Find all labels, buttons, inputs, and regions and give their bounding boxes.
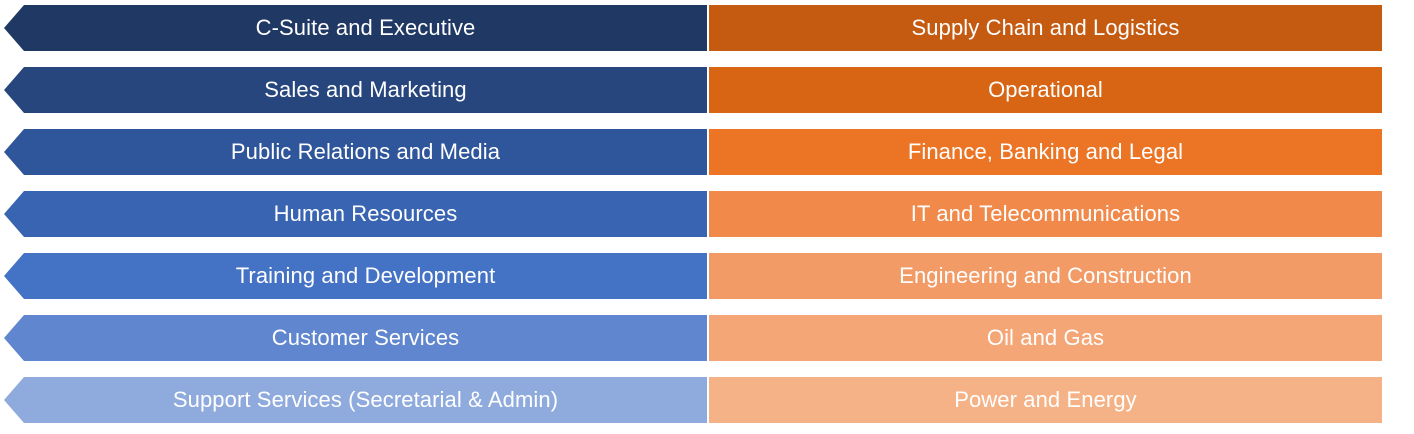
left-label-7: Support Services (Secretarial & Admin) xyxy=(172,387,559,412)
category-row-1: C-Suite and Executive Supply Chain and L… xyxy=(4,5,1382,51)
right-box-4: IT and Telecommunications xyxy=(709,191,1382,237)
category-row-7: Support Services (Secretarial & Admin) P… xyxy=(4,377,1382,423)
left-label-6: Customer Services xyxy=(271,325,460,350)
right-label-6: Oil and Gas xyxy=(986,325,1105,350)
left-label-4: Human Resources xyxy=(273,201,458,226)
left-arrow-6: Customer Services xyxy=(4,315,707,361)
category-row-2: Sales and Marketing Operational xyxy=(4,67,1382,113)
right-box-2: Operational xyxy=(709,67,1382,113)
category-row-5: Training and Development Engineering and… xyxy=(4,253,1382,299)
right-box-5: Engineering and Construction xyxy=(709,253,1382,299)
category-row-3: Public Relations and Media Finance, Bank… xyxy=(4,129,1382,175)
left-label-5: Training and Development xyxy=(235,263,496,288)
left-label-1: C-Suite and Executive xyxy=(255,15,476,40)
category-row-4: Human Resources IT and Telecommunication… xyxy=(4,191,1382,237)
right-label-1: Supply Chain and Logistics xyxy=(911,15,1180,40)
right-label-5: Engineering and Construction xyxy=(899,263,1192,288)
left-arrow-2: Sales and Marketing xyxy=(4,67,707,113)
left-arrow-4: Human Resources xyxy=(4,191,707,237)
right-label-3: Finance, Banking and Legal xyxy=(907,139,1184,164)
left-label-2: Sales and Marketing xyxy=(264,77,467,102)
right-label-4: IT and Telecommunications xyxy=(910,201,1181,226)
right-box-6: Oil and Gas xyxy=(709,315,1382,361)
left-label-3: Public Relations and Media xyxy=(230,139,501,164)
category-row-6: Customer Services Oil and Gas xyxy=(4,315,1382,361)
right-box-3: Finance, Banking and Legal xyxy=(709,129,1382,175)
left-arrow-5: Training and Development xyxy=(4,253,707,299)
right-box-1: Supply Chain and Logistics xyxy=(709,5,1382,51)
left-arrow-3: Public Relations and Media xyxy=(4,129,707,175)
left-arrow-7: Support Services (Secretarial & Admin) xyxy=(4,377,707,423)
left-arrow-1: C-Suite and Executive xyxy=(4,5,707,51)
right-box-7: Power and Energy xyxy=(709,377,1382,423)
right-label-7: Power and Energy xyxy=(954,387,1137,412)
right-label-2: Operational xyxy=(988,77,1103,102)
